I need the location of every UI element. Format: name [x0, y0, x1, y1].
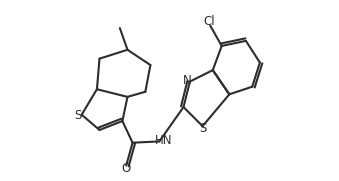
Text: S: S: [74, 110, 82, 123]
Text: S: S: [199, 122, 206, 135]
Text: O: O: [122, 162, 131, 175]
Text: N: N: [183, 74, 192, 87]
Text: HN: HN: [154, 134, 172, 147]
Text: Cl: Cl: [203, 15, 215, 28]
